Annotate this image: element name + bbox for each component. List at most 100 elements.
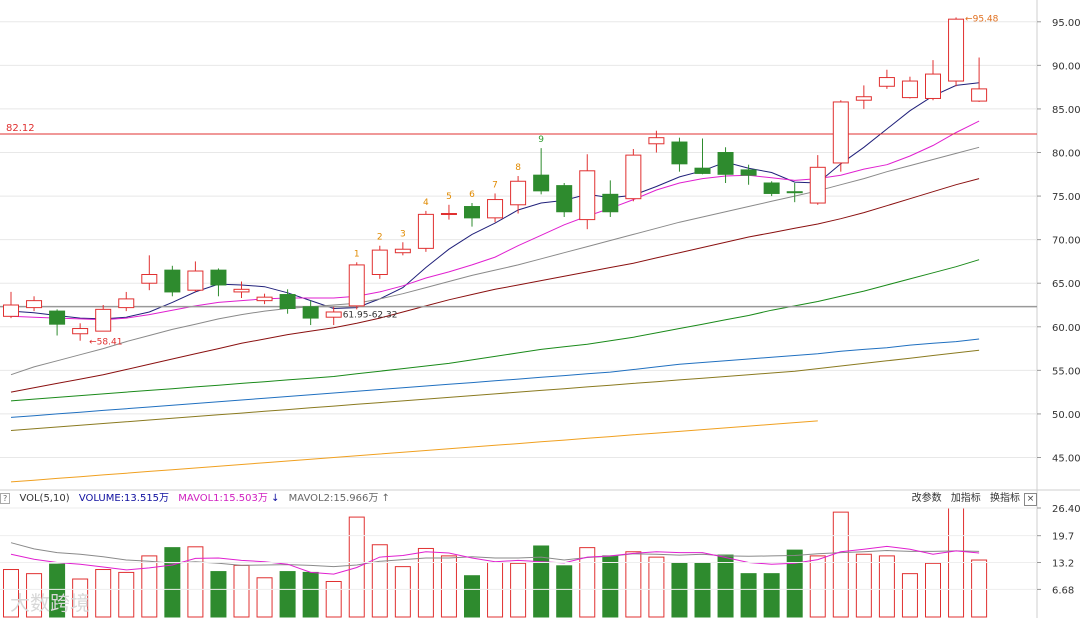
level-label: 82.12 [6, 123, 35, 134]
volume-header: ? VOL(5,10) VOLUME:13.515万 MAVOL1:15.503… [0, 492, 1037, 506]
candle-body [72, 328, 89, 335]
ma-line [10, 420, 818, 483]
candle-body [948, 18, 965, 82]
price-annotation: ←58.41 [89, 338, 122, 348]
candle-body [625, 154, 642, 200]
price-tick-label: 90.00 [1052, 61, 1080, 72]
volume-bar [394, 566, 411, 618]
price-tick-label: 95.00 [1052, 18, 1080, 29]
volume-bar [164, 547, 181, 618]
volume-bar [440, 555, 457, 618]
volume-bar [72, 578, 89, 618]
price-tick-label: 50.00 [1052, 410, 1080, 421]
candle-body [809, 166, 826, 204]
candle-body [925, 73, 941, 99]
volume-bar [49, 563, 66, 618]
close-icon[interactable]: × [1024, 493, 1037, 506]
mavol1-label: MAVOL1:15.503万 [178, 493, 268, 504]
volume-bar [210, 571, 227, 618]
volume-bar [625, 551, 642, 618]
volume-bar [95, 569, 112, 618]
volume-bar [510, 562, 527, 618]
candle-body [118, 298, 135, 309]
switch-indicator-button[interactable]: 换指标 [990, 493, 1020, 504]
candles [3, 17, 988, 341]
mavol2-label: MAVOL2:15.966万 [288, 493, 379, 504]
add-indicator-button[interactable]: 加指标 [950, 493, 981, 504]
mavol2-line [10, 542, 980, 568]
price-annotation: ←95.48 [965, 15, 999, 25]
price-tick-label: 45.00 [1052, 454, 1080, 465]
candle-body [417, 213, 434, 249]
candle-body [187, 270, 204, 291]
candle-body [694, 167, 711, 174]
candle-body [671, 141, 688, 165]
watermark-text: 大数跨境 [10, 591, 90, 615]
volume-tick-label: 26.40 [1052, 504, 1080, 515]
candle-body [648, 137, 665, 145]
price-tick-label: 70.00 [1052, 236, 1080, 247]
volume-bar [763, 573, 780, 618]
candle-body [279, 294, 296, 309]
mavol1-value: MAVOL1:15.503万 ↓ [178, 493, 279, 504]
volume-bar [302, 571, 319, 618]
ma-line [10, 338, 980, 418]
td-count-label: 3 [400, 229, 406, 239]
volume-bar [717, 554, 734, 618]
volume-bar [26, 573, 43, 618]
td-count-label: 2 [377, 233, 383, 243]
volume-bar [371, 544, 388, 618]
candle-body [256, 296, 273, 302]
volume-bar [648, 556, 665, 618]
candle-body [371, 249, 388, 276]
mavol1-line [10, 545, 980, 575]
volume-bar [855, 553, 872, 618]
volume-bar [279, 571, 296, 618]
td-count-label: 9 [538, 135, 544, 145]
volume-bar [579, 547, 596, 618]
ma-line [10, 259, 980, 402]
candle-body [95, 308, 112, 332]
volume-bar [233, 564, 250, 618]
td-count-label: 7 [492, 180, 498, 190]
volume-bar [141, 555, 158, 618]
candle-body [510, 180, 527, 206]
candle-body [3, 304, 19, 317]
candle-body [717, 152, 734, 175]
candle-body [901, 80, 918, 99]
price-tick-label: 65.00 [1052, 279, 1080, 290]
volume-tick-label: 6.68 [1052, 585, 1074, 596]
candle-body [394, 248, 411, 254]
candle-body [579, 170, 596, 221]
price-tick-label: 55.00 [1052, 366, 1080, 377]
menu-icon[interactable]: ? [0, 493, 11, 504]
candle-body [487, 199, 504, 219]
volume-bar [832, 511, 849, 618]
volume-bar [533, 545, 550, 618]
volume-indicator-name[interactable]: VOL(5,10) [19, 493, 70, 504]
price-axis: 45.00 50.00 55.00 60.00 65.00 70.00 75.00 80.00… [1037, 18, 1080, 465]
td-count-label: 8 [515, 163, 521, 173]
volume-bar [602, 555, 619, 618]
edit-params-button[interactable]: 改参数 [911, 493, 942, 504]
candle-body [49, 310, 66, 325]
volume-value: VOLUME:13.515万 [78, 493, 170, 504]
candle-body [878, 77, 895, 87]
price-tick-label: 60.00 [1052, 323, 1080, 334]
volume-bar [901, 573, 918, 618]
price-annotation: 61.95-62.32 [343, 311, 398, 321]
volume-bar [417, 547, 434, 618]
annotations: ←95.48 ←58.41 61.95-62.32 1 2 3 4 5 6 7 8 9 [89, 15, 998, 348]
volume-bar [786, 549, 803, 618]
volume-bar [118, 571, 135, 618]
arrow-up-icon: ↑ [381, 493, 390, 504]
volume-bar [187, 546, 204, 618]
candle-body [141, 274, 158, 284]
td-count-label: 1 [354, 249, 360, 259]
candle-body [855, 96, 872, 101]
candle-body [464, 206, 480, 219]
volume-bar [325, 580, 342, 618]
candle-body [786, 191, 803, 194]
